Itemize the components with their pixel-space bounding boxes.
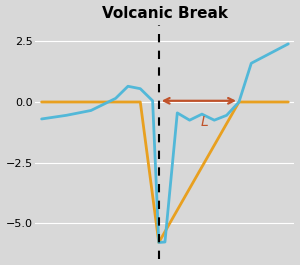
Title: Volcanic Break: Volcanic Break [102, 6, 228, 21]
Text: $L$: $L$ [200, 115, 209, 129]
